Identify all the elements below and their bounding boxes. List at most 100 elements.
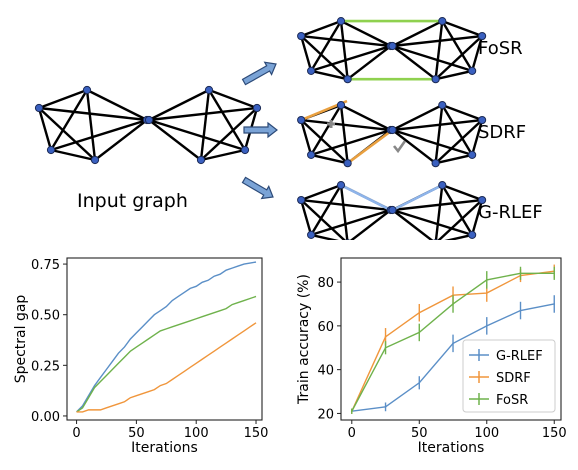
graph-edge [339, 20, 349, 80]
graph-edge [310, 233, 339, 240]
data-point [485, 279, 488, 281]
graph-node [478, 195, 487, 205]
data-point [553, 303, 556, 305]
graph-node [90, 155, 100, 165]
graph-node [297, 31, 306, 41]
graph-node [343, 159, 352, 168]
data-point [384, 406, 387, 408]
graph-edge [437, 199, 483, 240]
graph-node [336, 181, 346, 190]
graph-edge [346, 45, 392, 81]
graph-edge [301, 198, 391, 212]
graph-edge [441, 20, 474, 72]
graph-node [144, 115, 154, 125]
graph-edge [208, 88, 258, 110]
graph-edge [300, 199, 313, 236]
graph-edge [392, 128, 473, 157]
data-point [418, 381, 421, 384]
x-tick-label: 150 [542, 426, 567, 441]
graph-edge [434, 35, 483, 81]
graph-node [431, 75, 440, 84]
arrow-to-sdrf [243, 121, 278, 139]
graph-edge [301, 118, 391, 132]
graph-node [438, 17, 447, 26]
graph-edge [392, 208, 473, 237]
graph-edge [148, 88, 210, 122]
graph-edge [300, 119, 349, 165]
graph-node [297, 115, 306, 125]
graph-edge [310, 184, 343, 236]
data-point [350, 410, 353, 413]
data-point [384, 346, 387, 349]
data-point [485, 325, 488, 327]
arrow-to-grlef [241, 176, 274, 200]
graph-edge [441, 103, 483, 122]
x-tick-label: 150 [244, 426, 269, 441]
data-point [519, 274, 522, 277]
data-point [418, 331, 421, 334]
graph-edge [300, 19, 342, 38]
added-edge [340, 183, 392, 212]
graph-edge [38, 88, 88, 110]
data-point [350, 410, 353, 413]
graph-edge [85, 89, 97, 161]
series-line [76, 295, 257, 413]
plot-frame [66, 257, 263, 421]
y-tick-label: 0.75 [31, 258, 60, 273]
series-line [351, 303, 555, 412]
graph-edge [300, 199, 346, 240]
graph-edge [310, 128, 392, 157]
graph-edge [391, 20, 443, 48]
graph-node [468, 230, 477, 239]
graph-edge [340, 20, 392, 48]
graph-edge [200, 148, 246, 162]
series-line [351, 272, 555, 412]
check-mark-icon [392, 140, 407, 154]
graph-edge [310, 69, 348, 81]
legend: G-RLEF SDRF FoSR [462, 339, 556, 413]
graph-node [204, 85, 214, 95]
graph-node [478, 115, 487, 125]
y-tick-label: 0.25 [31, 359, 60, 374]
graph-edge [392, 44, 473, 73]
graph-node [388, 41, 397, 51]
graph-edge [392, 198, 483, 212]
input-graph-label: Input graph [77, 190, 188, 212]
graph-node [307, 150, 316, 159]
graph-edge [444, 233, 473, 240]
graph-edge [391, 209, 434, 240]
graph-node [336, 17, 346, 26]
data-point [384, 336, 387, 338]
y-axis-label: Train accuracy (%) [296, 274, 312, 405]
graph-edge [434, 104, 444, 164]
graph-edge [199, 89, 211, 161]
graph-edge [148, 106, 258, 122]
x-axis-label: Iterations [418, 440, 485, 456]
graph-node [307, 66, 316, 76]
data-point [519, 272, 522, 275]
graph-edge [441, 183, 483, 202]
arrow-to-fosr [241, 61, 277, 86]
graph-edge [434, 119, 483, 165]
graph-edge [441, 184, 474, 236]
graph-node [388, 125, 397, 135]
graph-edge [435, 69, 473, 81]
graph-edge [470, 119, 484, 156]
arrow-to-grlef-shape [241, 176, 274, 200]
x-tick-label: 0 [348, 426, 356, 441]
graph-edge [435, 153, 473, 165]
graph-node [388, 205, 397, 215]
graph-node [468, 150, 477, 159]
y-tick-label: 0.00 [31, 410, 60, 425]
graph-node [431, 159, 440, 168]
input-graph [34, 85, 262, 165]
graph-edge [49, 89, 89, 151]
data-point [519, 309, 522, 312]
series-line [351, 270, 555, 412]
y-tick-label: 40 [317, 364, 334, 379]
graph-edge [470, 199, 484, 236]
graph-node [82, 85, 92, 95]
graph-edge [310, 44, 392, 73]
graph-node [196, 155, 206, 165]
removed-edge-mark-icon [327, 120, 335, 128]
